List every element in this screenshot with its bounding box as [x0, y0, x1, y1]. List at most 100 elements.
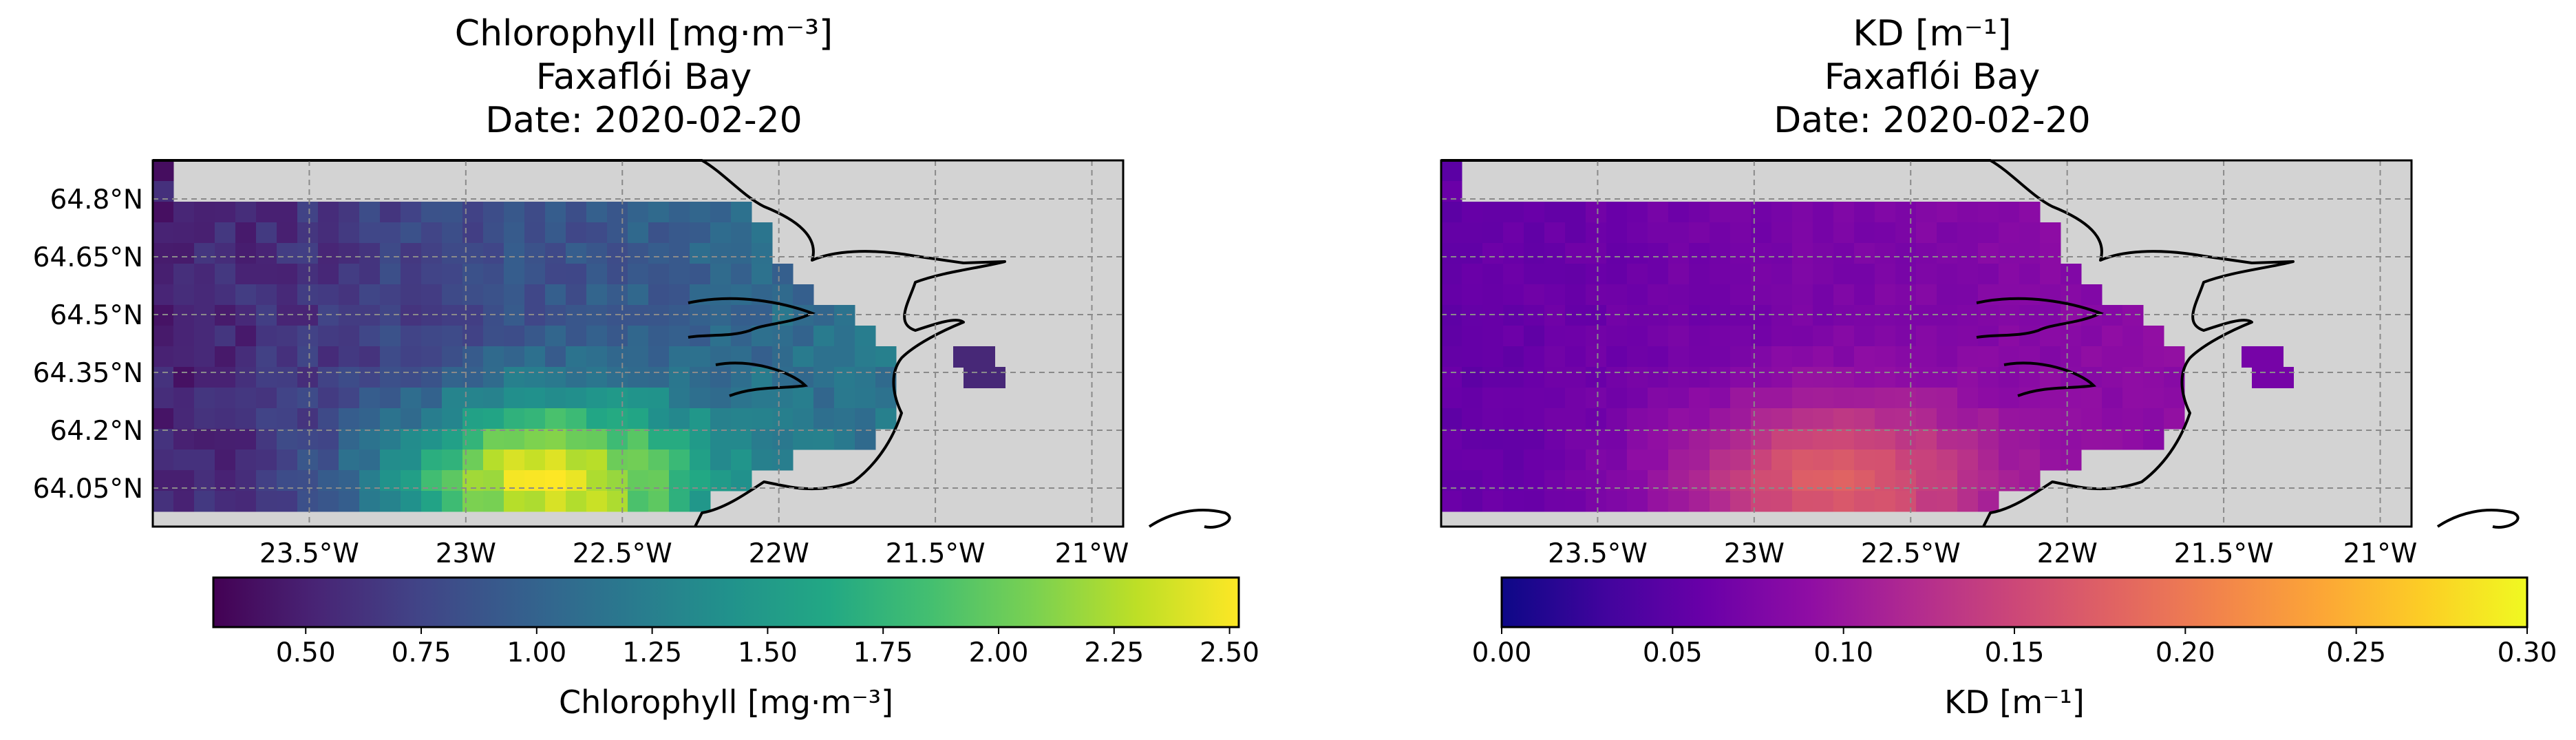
- data-cell: [566, 367, 587, 388]
- data-cell: [2061, 408, 2082, 430]
- data-cell: [173, 326, 195, 347]
- data-cell-inland: [964, 367, 985, 388]
- data-cell: [1668, 202, 1690, 223]
- lat-tick-label: 64.05°N: [33, 474, 143, 505]
- data-cell: [235, 264, 257, 285]
- lon-tick-label: 21°W: [2343, 538, 2418, 569]
- data-cell: [628, 264, 649, 285]
- data-cell: [2061, 429, 2082, 450]
- data-grid: [153, 160, 1005, 512]
- data-cell: [1792, 326, 1813, 347]
- data-cell: [793, 429, 814, 450]
- title-line-date: Date: 2020-02-20: [485, 100, 802, 141]
- data-cell: [1916, 429, 1937, 450]
- data-cell: [1854, 491, 1875, 512]
- data-cell: [1937, 326, 1958, 347]
- data-cell: [1937, 222, 1958, 244]
- data-cell: [380, 408, 401, 430]
- data-cell: [690, 202, 711, 223]
- data-cell: [1544, 346, 1566, 368]
- data-cell: [1875, 243, 1896, 264]
- data-cell: [1482, 388, 1504, 409]
- data-cell: [793, 388, 814, 409]
- data-cell: [173, 408, 195, 430]
- data-cell: [483, 450, 504, 471]
- data-cell: [731, 222, 752, 244]
- data-cell: [359, 222, 381, 244]
- title-line-variable: KD [m⁻¹]: [1853, 13, 2012, 54]
- data-cell: [545, 429, 566, 450]
- data-cell: [2040, 222, 2061, 244]
- data-cell: [628, 450, 649, 471]
- data-cell: [1937, 284, 1958, 306]
- colorbar-tick-label: 0.05: [1643, 637, 1703, 668]
- data-cell: [1999, 429, 2020, 450]
- data-cell: [524, 284, 546, 306]
- data-cell: [483, 367, 504, 388]
- data-cell: [1689, 284, 1710, 306]
- data-cell: [731, 408, 752, 430]
- data-cell: [628, 202, 649, 223]
- colorbar-tick-label: 1.25: [622, 637, 682, 668]
- coastline-fjord: [688, 297, 816, 339]
- colorbar-label: Chlorophyll [mg·m⁻³]: [559, 684, 893, 721]
- data-cell: [710, 202, 732, 223]
- data-cell: [586, 243, 608, 264]
- data-cell: [421, 222, 443, 244]
- data-cell: [215, 202, 236, 223]
- data-cell: [483, 284, 504, 306]
- data-cell: [421, 202, 443, 223]
- data-cell: [2019, 243, 2041, 264]
- data-cell: [607, 264, 628, 285]
- data-cell: [669, 222, 690, 244]
- data-cell-inland: [2242, 346, 2263, 368]
- data-cell: [1482, 491, 1504, 512]
- data-cell: [1710, 450, 1731, 471]
- data-cell: [1441, 202, 1462, 223]
- data-cell: [1813, 367, 1834, 388]
- data-cell: [1957, 367, 1979, 388]
- data-cell: [1833, 408, 1855, 430]
- data-cell: [1854, 222, 1875, 244]
- data-cell: [235, 284, 257, 306]
- data-cell: [813, 367, 835, 388]
- data-cell: [256, 305, 277, 326]
- data-cell: [1627, 284, 1648, 306]
- data-cell: [1978, 429, 1999, 450]
- data-cell: [793, 326, 814, 347]
- lat-tick-label: 64.35°N: [33, 358, 143, 389]
- data-cell: [566, 491, 587, 512]
- data-cell: [359, 408, 381, 430]
- data-cell: [669, 408, 690, 430]
- data-cell: [483, 305, 504, 326]
- data-cell: [277, 346, 298, 368]
- data-cell: [339, 264, 360, 285]
- data-cell: [442, 222, 463, 244]
- data-cell: [277, 243, 298, 264]
- data-cell: [1648, 346, 1669, 368]
- data-cell: [566, 202, 587, 223]
- data-cell: [1730, 284, 1752, 306]
- data-cell: [1524, 346, 1545, 368]
- colorbar-tick-label: 1.75: [853, 637, 913, 668]
- data-cell: [648, 367, 670, 388]
- data-cell: [1482, 367, 1504, 388]
- data-cell: [690, 450, 711, 471]
- data-cell: [1792, 388, 1813, 409]
- data-cell: [669, 491, 690, 512]
- data-cell: [215, 264, 236, 285]
- data-cell: [1978, 450, 1999, 471]
- data-cell: [1895, 243, 1917, 264]
- data-cell: [256, 346, 277, 368]
- data-cell: [1586, 408, 1607, 430]
- data-cell: [256, 326, 277, 347]
- data-cell: [215, 388, 236, 409]
- data-cell: [297, 264, 319, 285]
- data-cell: [1462, 346, 1483, 368]
- data-cell: [1875, 429, 1896, 450]
- data-cell: [277, 202, 298, 223]
- data-cell: [1895, 346, 1917, 368]
- data-cell: [834, 429, 855, 450]
- data-cell: [1441, 326, 1462, 347]
- data-cell: [173, 284, 195, 306]
